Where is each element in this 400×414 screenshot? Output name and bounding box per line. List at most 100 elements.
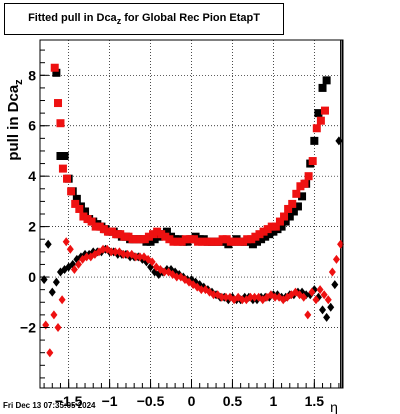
square-marker-point xyxy=(210,237,219,246)
diamond-marker-point xyxy=(74,259,82,269)
square-marker-point xyxy=(267,222,276,231)
square-marker-point xyxy=(251,232,260,241)
chart-title-suffix: for Global Rec Pion EtapT xyxy=(124,12,260,24)
diamond-marker-point xyxy=(238,295,246,305)
square-marker-point xyxy=(128,235,137,244)
diamond-marker-point xyxy=(132,252,140,262)
diamond-marker-point xyxy=(120,249,128,259)
square-marker-point xyxy=(322,76,331,85)
timestamp-footer: Fri Dec 13 07:35:05 2024 xyxy=(3,401,96,410)
square-marker-point xyxy=(165,235,174,244)
square-marker-point xyxy=(120,232,129,241)
diamond-marker-point xyxy=(327,302,335,312)
y-tick-label: 6 xyxy=(28,118,36,134)
square-marker-point xyxy=(308,157,317,166)
square-marker-point xyxy=(71,199,80,208)
square-marker-point xyxy=(91,222,100,231)
square-marker-point xyxy=(52,68,61,77)
square-marker-point xyxy=(194,237,203,246)
x-tick-label: −0.5 xyxy=(137,393,165,409)
diamond-marker-point xyxy=(124,249,132,259)
x-tick-label: 1 xyxy=(269,393,277,409)
diamond-marker-point xyxy=(136,252,144,262)
diamond-marker-point xyxy=(44,239,52,249)
diamond-marker-point xyxy=(222,292,230,302)
square-marker-point xyxy=(103,227,112,236)
diamond-marker-point xyxy=(304,310,312,320)
square-marker-point xyxy=(136,235,145,244)
square-marker-point xyxy=(230,237,239,246)
square-marker-point xyxy=(284,204,293,213)
square-marker-point xyxy=(161,232,170,241)
square-marker-point xyxy=(218,235,227,244)
y-tick-label: 4 xyxy=(28,168,36,184)
diamond-marker-point xyxy=(324,295,332,305)
axis-ticks: −1.5 −1 −0.5 0 0.5 1 1.5 −2 0 2 4 6 8 xyxy=(20,49,340,409)
square-marker-point xyxy=(56,119,65,128)
diamond-marker-point xyxy=(42,320,50,330)
diamond-marker-point xyxy=(337,239,345,249)
x-tick-label: −1.5 xyxy=(55,393,83,409)
square-marker-point xyxy=(149,230,158,239)
square-marker-point xyxy=(255,230,264,239)
x-tick-label: −1 xyxy=(102,393,118,409)
diamond-marker-point xyxy=(300,292,308,302)
square-marker-point xyxy=(108,227,117,236)
square-marker-point xyxy=(144,232,153,241)
diamond-marker-point xyxy=(320,290,328,300)
diamond-marker-point xyxy=(197,285,205,295)
square-marker-point xyxy=(124,232,133,241)
x-tick-label: 1.5 xyxy=(305,393,325,409)
diamond-marker-point xyxy=(128,249,136,259)
square-marker-point xyxy=(304,172,313,181)
diamond-marker-point xyxy=(331,280,339,290)
chart-title-main: Fitted pull in Dca xyxy=(28,12,117,24)
diamond-marker-point xyxy=(312,295,320,305)
square-marker-point xyxy=(320,106,329,115)
y-axis-label-sub: z xyxy=(13,79,25,85)
square-marker-point xyxy=(292,189,301,198)
square-marker-point xyxy=(140,235,149,244)
data-points xyxy=(40,63,345,358)
diamond-marker-point xyxy=(160,267,168,277)
diamond-marker-point xyxy=(107,247,115,257)
square-marker-point xyxy=(263,225,272,234)
diamond-marker-point xyxy=(308,287,316,297)
diamond-marker-point xyxy=(332,254,340,264)
square-marker-point xyxy=(50,63,59,72)
square-marker-point xyxy=(296,182,305,191)
square-marker-point xyxy=(72,194,81,203)
square-marker-point xyxy=(248,240,257,249)
diamond-marker-point xyxy=(70,264,78,274)
y-tick-label: −2 xyxy=(20,319,36,335)
diamond-marker-point xyxy=(246,292,254,302)
square-marker-point xyxy=(202,237,211,246)
square-marker-point xyxy=(281,217,290,226)
grid-lines xyxy=(40,40,343,388)
square-marker-point xyxy=(253,237,262,246)
square-marker-point xyxy=(79,212,88,221)
y-tick-label: 0 xyxy=(28,269,36,285)
diamond-marker-point xyxy=(319,305,327,315)
diamond-marker-point xyxy=(58,295,66,305)
square-marker-point xyxy=(132,235,141,244)
diamond-marker-point xyxy=(335,136,343,146)
x-axis-label: η xyxy=(330,399,338,414)
square-marker-point xyxy=(222,235,231,244)
square-marker-point xyxy=(157,230,166,239)
square-marker-point xyxy=(146,237,155,246)
square-marker-point xyxy=(261,232,270,241)
y-axis-label: pull in Dcaz xyxy=(5,79,25,161)
square-marker-point xyxy=(189,235,198,244)
square-marker-point xyxy=(293,202,302,211)
square-marker-point xyxy=(275,217,284,226)
square-marker-point xyxy=(63,174,72,183)
diamond-marker-point xyxy=(40,275,48,285)
square-marker-point xyxy=(316,116,325,125)
square-marker-point xyxy=(58,164,67,173)
square-marker-point xyxy=(300,179,309,188)
square-marker-point xyxy=(269,227,278,236)
diamond-marker-point xyxy=(148,257,156,267)
square-marker-point xyxy=(285,212,294,221)
